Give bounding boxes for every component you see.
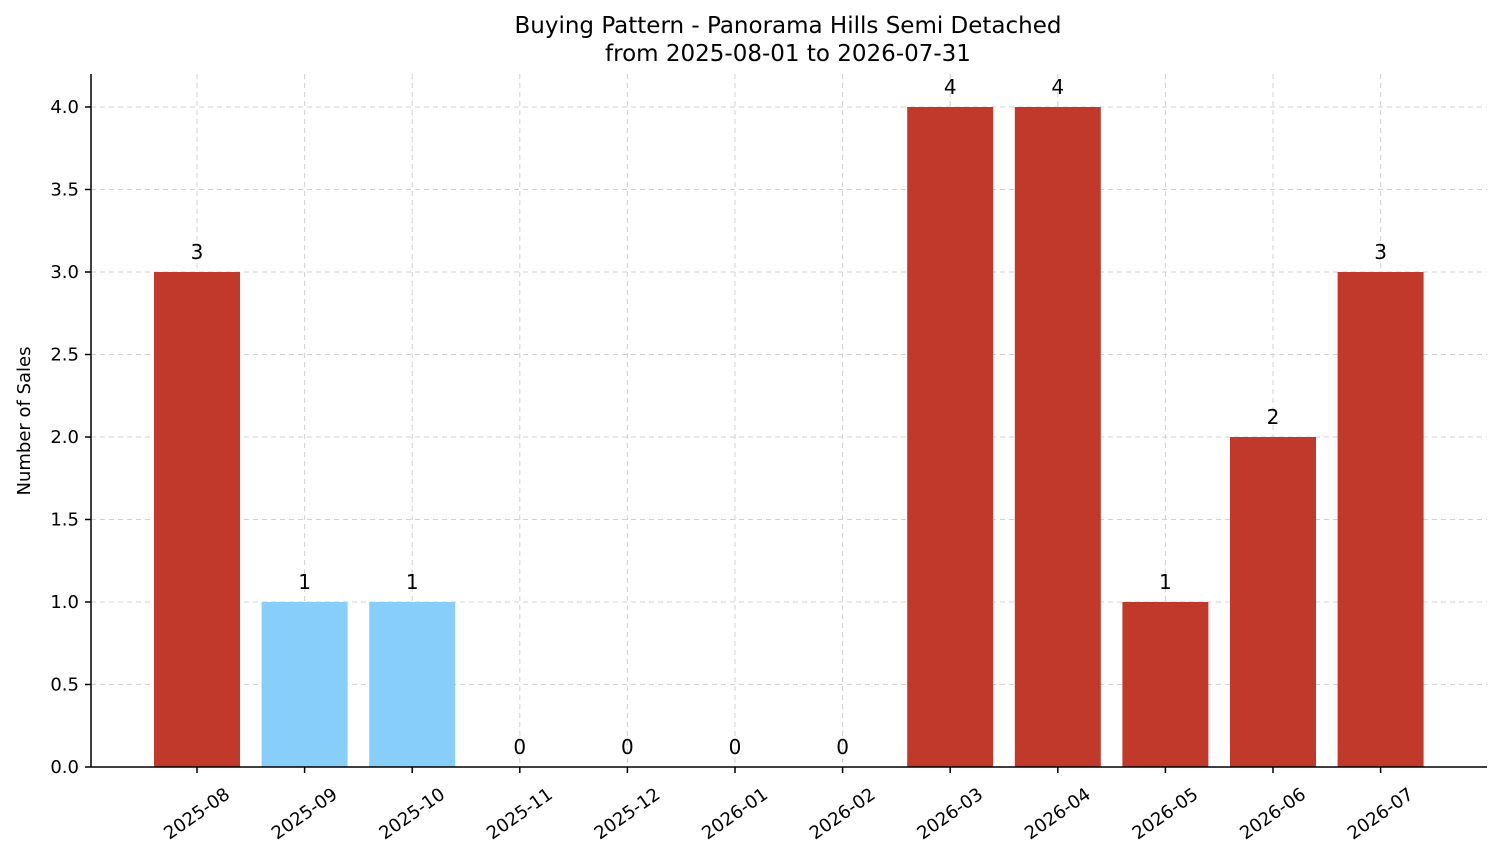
y-tick-label: 4.0: [50, 97, 79, 118]
y-tick-label: 0.0: [50, 757, 79, 778]
data-label-2026-02: 0: [836, 735, 849, 759]
bar-2025-09: [261, 602, 348, 767]
data-label-2026-01: 0: [729, 735, 742, 759]
bar-2026-03: [907, 107, 994, 767]
bar-2025-10: [369, 602, 456, 767]
x-tick-label: 2025-10: [375, 784, 449, 844]
chart-subtitle: from 2025-08-01 to 2026-07-31: [605, 41, 971, 67]
x-tick-label: 2026-06: [1236, 784, 1310, 844]
y-tick-label: 2.5: [50, 345, 79, 366]
y-tick-label: 3.5: [50, 180, 79, 201]
x-tick-label: 2026-03: [913, 784, 987, 844]
x-tick-label: 2026-04: [1021, 784, 1095, 844]
x-tick-label: 2026-01: [698, 784, 772, 844]
data-label-2026-03: 4: [944, 75, 957, 99]
data-label-2026-06: 2: [1267, 405, 1280, 429]
y-tick-label: 0.5: [50, 675, 79, 696]
bar-2026-07: [1337, 272, 1424, 767]
y-tick-label: 3.0: [50, 262, 79, 283]
x-tick-label: 2026-02: [806, 784, 880, 844]
data-label-2026-07: 3: [1374, 240, 1387, 264]
x-tick-label: 2025-12: [591, 784, 665, 844]
data-label-2025-10: 1: [406, 570, 419, 594]
bar-2026-05: [1122, 602, 1209, 767]
x-tick-label: 2026-07: [1344, 784, 1418, 844]
data-label-2025-09: 1: [298, 570, 311, 594]
bar-2026-06: [1230, 437, 1316, 767]
chart-title: Buying Pattern - Panorama Hills Semi Det…: [514, 13, 1061, 39]
data-labels: 3 1 1 0 0 0 0 4 4 1 2 3: [191, 75, 1387, 759]
data-label-2026-05: 1: [1159, 570, 1172, 594]
data-label-2025-12: 0: [621, 735, 634, 759]
bar-2026-04: [1014, 107, 1101, 767]
x-tick-label: 2026-05: [1129, 784, 1203, 844]
y-tick-label: 2.0: [50, 427, 79, 448]
y-tick-label: 1.0: [50, 592, 79, 613]
x-tick-label: 2025-11: [483, 784, 557, 844]
bars: [154, 107, 1424, 767]
y-tick-label: 1.5: [50, 510, 79, 531]
x-tick-label: 2025-08: [160, 784, 234, 844]
bar-2025-08: [154, 272, 240, 767]
data-label-2026-04: 4: [1051, 75, 1064, 99]
x-tick-label: 2025-09: [268, 784, 342, 844]
data-label-2025-08: 3: [191, 240, 204, 264]
data-label-2025-11: 0: [513, 735, 526, 759]
y-axis-label: Number of Sales: [14, 346, 35, 495]
